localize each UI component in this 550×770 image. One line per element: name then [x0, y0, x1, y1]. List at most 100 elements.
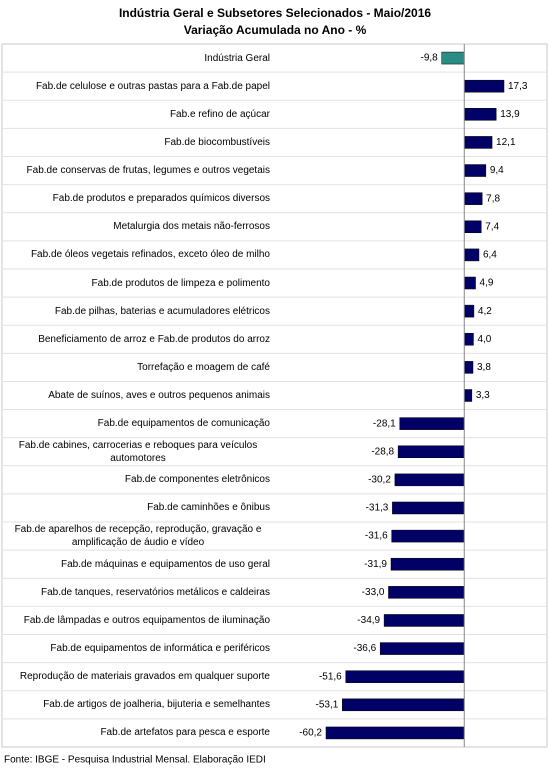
bar	[397, 445, 465, 458]
category-label: Fab.de cabines, carrocerias e reboques p…	[18, 439, 258, 464]
value-label: -33,0	[362, 587, 385, 598]
category-label-box: Abate de suínos, aves e outros pequenos …	[4, 389, 270, 402]
category-label-box: Fab.de equipamentos de comunicação	[4, 417, 270, 430]
category-label: Indústria Geral	[204, 52, 270, 64]
value-label: -34,9	[357, 615, 380, 626]
category-label-box: Fab.de lâmpadas e outros equipamentos de…	[4, 614, 270, 627]
category-label-box: Fab.de conservas de frutas, legumes e ou…	[4, 164, 270, 177]
category-label: Fab.e refino de açúcar	[169, 108, 270, 120]
category-label: Fab.de equipamentos de informática e per…	[50, 643, 270, 655]
bar	[464, 220, 482, 234]
chart-subtitle: Variação Acumulada no Ano - %	[184, 23, 367, 37]
category-label: Fab.de produtos de limpeza e polimento	[91, 277, 270, 289]
category-label-box: Metalurgia dos metais não-ferrosos	[4, 220, 270, 233]
bar	[464, 164, 487, 177]
plot-frame	[1, 43, 548, 748]
category-label-box: Fab.de tanques, reservatórios metálicos …	[4, 586, 270, 599]
bar	[394, 473, 465, 487]
bar	[379, 642, 465, 655]
value-label: 3,3	[476, 390, 490, 401]
bar	[391, 529, 465, 543]
category-label: Fab.de celulose e outras pastas para a F…	[35, 80, 270, 92]
category-label: Fab.de lâmpadas e outros equipamentos de…	[23, 614, 270, 626]
value-label: 4,9	[480, 278, 494, 289]
value-label: -31,6	[365, 531, 388, 542]
bar	[464, 79, 505, 93]
value-label: -28,8	[371, 446, 394, 457]
value-label: -31,9	[364, 559, 387, 570]
category-label: Fab.de componentes eletrônicos	[124, 474, 270, 486]
category-label: Fab.de biocombustíveis	[164, 136, 270, 148]
category-label: Fab.de tanques, reservatórios metálicos …	[40, 586, 270, 598]
category-label: Fab.de máquinas e equipamentos de uso ge…	[60, 558, 270, 570]
category-label: Fab.de aparelhos de recepção, reprodução…	[14, 524, 262, 549]
category-label-box: Fab.de pilhas, baterias e acumuladores e…	[4, 305, 270, 318]
category-label-box: Fab.de produtos de limpeza e polimento	[4, 277, 270, 290]
value-label: 13,9	[500, 109, 520, 120]
category-label-box: Indústria Geral	[4, 52, 270, 65]
value-label: 3,8	[477, 362, 491, 373]
category-label: Fab.de pilhas, baterias e acumuladores e…	[54, 305, 270, 317]
bar	[464, 333, 474, 346]
bar	[464, 192, 483, 205]
bar	[388, 586, 465, 599]
value-label: 4,2	[478, 306, 492, 317]
value-label: 6,4	[483, 250, 497, 261]
category-label: Fab.de produtos e preparados químicos di…	[52, 193, 270, 205]
category-label: Fab.de caminhões e ônibus	[147, 502, 270, 514]
category-label: Fab.de conservas de frutas, legumes e ou…	[26, 165, 270, 177]
bar	[464, 304, 475, 318]
bar	[464, 108, 497, 121]
category-label: Metalurgia dos metais não-ferrosos	[113, 221, 270, 233]
bar	[464, 389, 473, 402]
value-label: -31,3	[366, 503, 389, 514]
category-label-box: Fab.de artigos de joalheria, bijuteria e…	[4, 698, 270, 711]
category-label: Torrefação e moagem de café	[137, 361, 270, 373]
value-label: -36,6	[353, 643, 376, 654]
category-label-box: Fab.de aparelhos de recepção, reprodução…	[4, 523, 270, 549]
bar	[399, 417, 465, 430]
bar	[325, 726, 465, 740]
category-label-box: Fab.de óleos vegetais refinados, exceto …	[4, 248, 270, 261]
bar	[345, 670, 465, 683]
value-label: 12,1	[496, 137, 516, 148]
category-label-box: Fab.de máquinas e equipamentos de uso ge…	[4, 558, 270, 571]
category-label-box: Fab.de equipamentos de informática e per…	[4, 642, 270, 655]
bar	[441, 51, 465, 65]
category-label: Fab.de equipamentos de comunicação	[97, 418, 270, 430]
category-label-box: Fab.de biocombustíveis	[4, 136, 270, 149]
category-label-box: Fab.e refino de açúcar	[4, 108, 270, 121]
bar	[464, 248, 480, 262]
bar	[464, 276, 476, 290]
source-note: Fonte: IBGE - Pesquisa Industrial Mensal…	[4, 755, 266, 766]
category-label: Reprodução de materiais gravados em qual…	[19, 671, 270, 683]
value-label: 7,8	[486, 193, 500, 204]
value-label: 17,3	[508, 81, 528, 92]
chart-title: Indústria Geral e Subsetores Selecionado…	[119, 6, 431, 20]
value-label: -51,6	[319, 671, 342, 682]
category-label-box: Fab.de artefatos para pesca e esporte	[4, 726, 270, 739]
bar	[464, 361, 474, 374]
category-label-box: Fab.de celulose e outras pastas para a F…	[4, 80, 270, 93]
category-label-box: Beneficiamento de arroz e Fab.de produto…	[4, 333, 270, 346]
value-label: -28,1	[373, 418, 396, 429]
category-label: Beneficiamento de arroz e Fab.de produto…	[38, 333, 270, 345]
category-label-box: Fab.de produtos e preparados químicos di…	[4, 192, 270, 205]
category-label-box: Fab.de componentes eletrônicos	[4, 473, 270, 486]
bar	[392, 501, 465, 515]
bar	[390, 557, 465, 571]
category-label: Fab.de artigos de joalheria, bijuteria e…	[43, 699, 270, 711]
category-label-box: Fab.de cabines, carrocerias e reboques p…	[4, 439, 270, 465]
category-label: Abate de suínos, aves e outros pequenos …	[48, 390, 270, 401]
value-label: 4,0	[477, 334, 491, 345]
value-label: -30,2	[368, 475, 391, 486]
bar	[383, 614, 465, 627]
category-label-box: Reprodução de materiais gravados em qual…	[4, 670, 270, 683]
value-label: -53,1	[316, 699, 339, 710]
category-label-box: Torrefação e moagem de café	[4, 361, 270, 374]
category-label: Fab.de artefatos para pesca e esporte	[100, 727, 270, 739]
value-label: 7,4	[485, 221, 499, 232]
value-label: -60,2	[299, 728, 322, 739]
